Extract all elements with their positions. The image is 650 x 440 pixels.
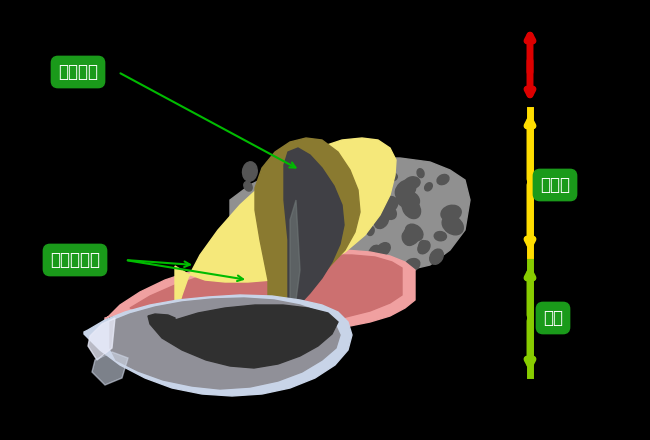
Ellipse shape <box>306 219 316 228</box>
Ellipse shape <box>386 172 397 181</box>
Ellipse shape <box>405 177 420 188</box>
Ellipse shape <box>369 249 378 260</box>
Ellipse shape <box>249 216 264 234</box>
Ellipse shape <box>339 218 348 226</box>
Ellipse shape <box>376 243 390 256</box>
Ellipse shape <box>396 191 419 209</box>
Polygon shape <box>88 318 115 360</box>
Ellipse shape <box>271 216 279 225</box>
Ellipse shape <box>402 198 421 219</box>
Text: ポスト孔: ポスト孔 <box>58 63 98 81</box>
Ellipse shape <box>259 251 273 264</box>
Ellipse shape <box>270 244 283 255</box>
Ellipse shape <box>300 207 319 221</box>
Polygon shape <box>105 250 415 334</box>
Ellipse shape <box>342 183 352 197</box>
Ellipse shape <box>341 203 358 225</box>
Ellipse shape <box>378 168 385 178</box>
Ellipse shape <box>430 249 443 264</box>
Text: ポスト: ポスト <box>540 176 570 194</box>
Polygon shape <box>148 305 338 368</box>
Polygon shape <box>255 138 360 318</box>
Ellipse shape <box>341 242 350 249</box>
Ellipse shape <box>441 205 462 221</box>
Ellipse shape <box>268 207 278 218</box>
Ellipse shape <box>378 196 398 214</box>
Ellipse shape <box>361 192 379 205</box>
Polygon shape <box>110 298 340 389</box>
Polygon shape <box>92 352 128 385</box>
Ellipse shape <box>263 255 274 264</box>
Ellipse shape <box>256 257 274 274</box>
Ellipse shape <box>268 227 288 242</box>
Ellipse shape <box>404 227 418 238</box>
Ellipse shape <box>309 257 318 269</box>
Ellipse shape <box>266 161 274 168</box>
Ellipse shape <box>419 241 428 252</box>
Ellipse shape <box>318 168 328 175</box>
Ellipse shape <box>264 206 279 225</box>
Ellipse shape <box>406 231 419 245</box>
Text: フェルール: フェルール <box>50 251 100 269</box>
Ellipse shape <box>329 156 350 172</box>
Ellipse shape <box>266 205 280 215</box>
Polygon shape <box>284 148 344 318</box>
Polygon shape <box>84 295 352 396</box>
Ellipse shape <box>424 183 432 191</box>
Ellipse shape <box>244 182 252 191</box>
Ellipse shape <box>248 209 260 220</box>
Ellipse shape <box>262 220 272 228</box>
Text: コア: コア <box>543 309 563 327</box>
Ellipse shape <box>356 158 372 179</box>
Ellipse shape <box>406 224 423 241</box>
Ellipse shape <box>404 259 420 271</box>
Ellipse shape <box>247 203 256 214</box>
Ellipse shape <box>367 226 374 235</box>
Polygon shape <box>290 200 300 310</box>
Ellipse shape <box>442 216 463 235</box>
Ellipse shape <box>354 192 374 210</box>
Ellipse shape <box>242 162 257 181</box>
Ellipse shape <box>336 196 346 209</box>
Ellipse shape <box>337 183 348 194</box>
Ellipse shape <box>317 200 334 214</box>
Ellipse shape <box>329 257 348 277</box>
Ellipse shape <box>369 245 382 263</box>
Ellipse shape <box>437 174 449 185</box>
Polygon shape <box>230 158 470 275</box>
Polygon shape <box>175 138 396 318</box>
Ellipse shape <box>280 238 296 256</box>
Ellipse shape <box>266 246 276 254</box>
Ellipse shape <box>300 225 316 239</box>
Ellipse shape <box>331 241 347 259</box>
Ellipse shape <box>402 231 414 246</box>
Ellipse shape <box>303 207 324 224</box>
Ellipse shape <box>296 224 315 240</box>
Ellipse shape <box>418 241 430 254</box>
Ellipse shape <box>374 213 389 228</box>
Ellipse shape <box>381 205 396 220</box>
Ellipse shape <box>294 257 305 265</box>
Ellipse shape <box>417 169 424 178</box>
Ellipse shape <box>276 210 284 220</box>
Ellipse shape <box>395 180 416 200</box>
Ellipse shape <box>308 195 322 208</box>
Polygon shape <box>130 255 402 326</box>
Ellipse shape <box>265 164 282 186</box>
Ellipse shape <box>434 231 447 241</box>
Ellipse shape <box>304 256 310 264</box>
